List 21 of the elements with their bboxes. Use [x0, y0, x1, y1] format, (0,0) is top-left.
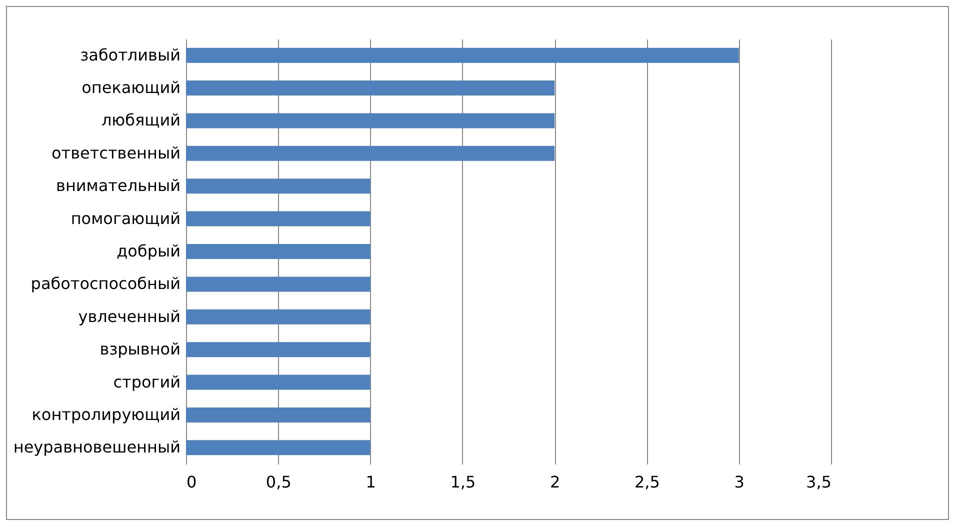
y-tick-label: опекающий — [82, 78, 180, 98]
y-tick-label: увлеченный — [78, 306, 180, 326]
y-tick-label: заботливый — [80, 45, 180, 64]
y-tick-label: любящий — [101, 110, 180, 130]
y-tick-label: помогающий — [70, 208, 180, 228]
y-tick-label: взрывной — [100, 340, 180, 359]
y-tick-label: ответственный — [51, 143, 180, 162]
y-tick-label: неуравновешенный — [13, 438, 180, 457]
y-tick-label: работоспособный — [30, 274, 180, 294]
x-tick-label: 2 — [550, 472, 560, 492]
y-tick-label: контролирующий — [32, 404, 180, 424]
x-tick-label: 3 — [734, 472, 744, 492]
x-tick-label: 2,5 — [634, 472, 660, 492]
x-tick-label: 0,5 — [266, 472, 292, 492]
x-tick-label: 3,5 — [806, 472, 832, 492]
x-tick-label: 0 — [186, 472, 197, 492]
y-tick-label: внимательный — [56, 176, 180, 196]
y-tick-label: добрый — [116, 242, 180, 260]
y-tick-label: строгий — [113, 372, 180, 392]
x-tick-label: 1 — [366, 472, 376, 492]
x-tick-label: 1,5 — [450, 472, 476, 492]
